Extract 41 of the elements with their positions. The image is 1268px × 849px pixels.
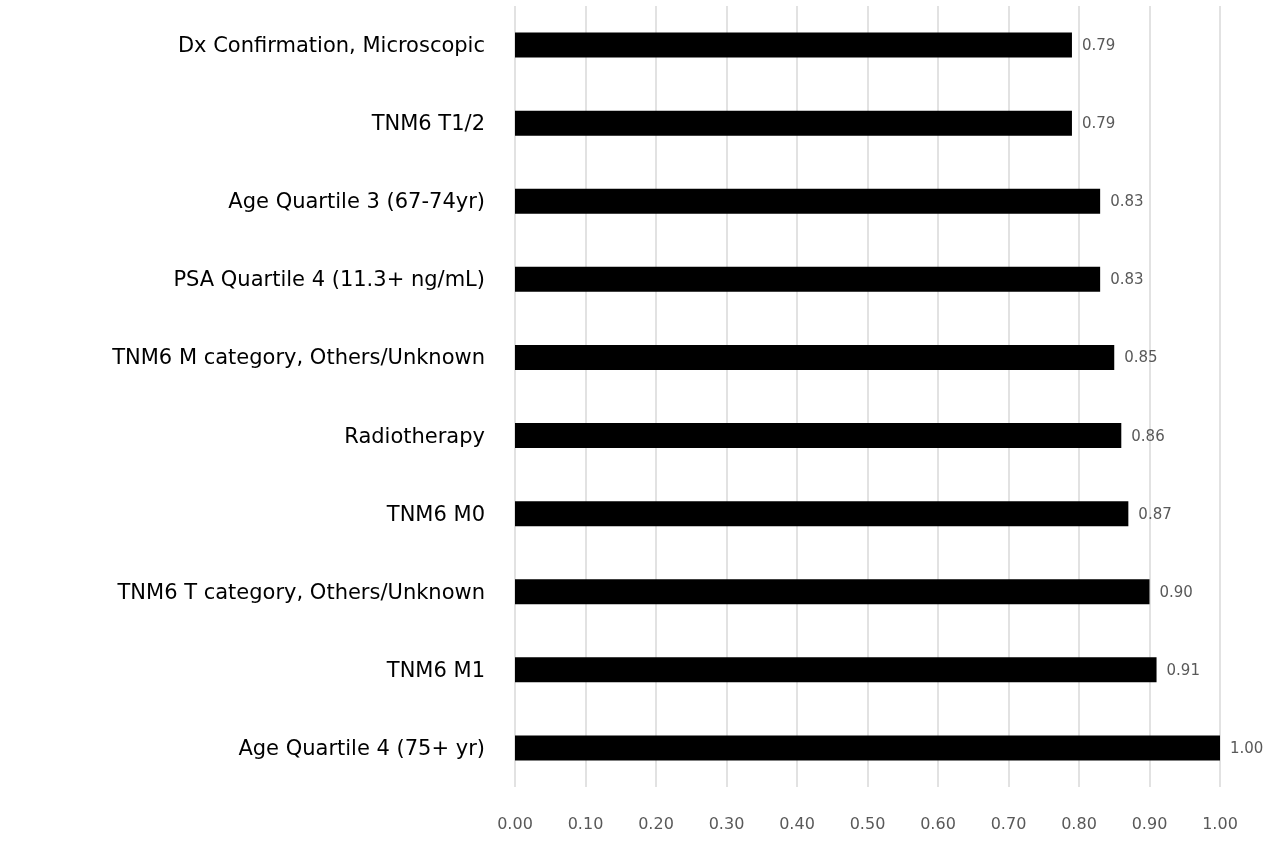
bar: [515, 579, 1150, 605]
x-tick-label: 0.60: [920, 813, 956, 833]
data-label: 0.87: [1138, 504, 1172, 523]
y-tick-label: TNM6 T category, Others/Unknown: [116, 579, 485, 604]
y-tick-label: Radiotherapy: [344, 423, 485, 448]
y-tick-label: TNM6 M0: [385, 501, 485, 526]
data-label: 1.00: [1230, 738, 1264, 757]
x-tick-label: 0.50: [849, 813, 886, 833]
data-label: 0.85: [1124, 348, 1158, 367]
bar: [515, 266, 1101, 292]
bar: [515, 344, 1115, 370]
data-label: 0.86: [1131, 426, 1165, 445]
bar: [515, 735, 1220, 761]
bar: [515, 110, 1072, 136]
data-label: 0.79: [1081, 36, 1116, 55]
y-tick-label: TNM6 M category, Others/Unknown: [111, 345, 485, 370]
x-tick-label: 0.70: [990, 813, 1027, 833]
data-label: 0.79: [1081, 114, 1116, 133]
data-label: 0.83: [1110, 270, 1144, 289]
bar: [515, 501, 1129, 527]
bar: [515, 188, 1101, 214]
x-tick-label: 1.00: [1202, 813, 1238, 833]
bar: [515, 657, 1157, 683]
data-label: 0.91: [1166, 660, 1200, 679]
bar: [515, 32, 1072, 58]
x-tick-label: 0.30: [708, 813, 745, 833]
x-tick-label: 0.90: [1131, 813, 1168, 833]
y-tick-label: PSA Quartile 4 (11.3+ ng/mL): [173, 267, 485, 292]
x-tick-label: 0.20: [638, 813, 674, 833]
x-tick-label: 0.40: [779, 813, 815, 833]
bar: [515, 423, 1122, 449]
data-label: 0.83: [1110, 192, 1144, 211]
y-tick-label: Age Quartile 3 (67-74yr): [228, 189, 485, 214]
y-tick-label: TNM6 T1/2: [370, 111, 485, 136]
x-tick-label: 0.00: [497, 813, 533, 833]
y-tick-label: Age Quartile 4 (75+ yr): [238, 735, 485, 760]
data-label: 0.90: [1159, 582, 1193, 601]
y-tick-label: TNM6 M1: [385, 657, 485, 682]
y-tick-label: Dx Confirmation, Microscopic: [177, 33, 485, 58]
x-tick-label: 0.10: [567, 813, 604, 833]
x-tick-label: 0.80: [1061, 813, 1097, 833]
